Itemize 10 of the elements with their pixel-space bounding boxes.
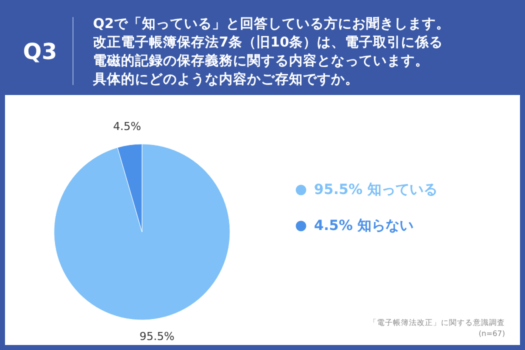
text: Q2で「知っている」と回答している方にお聞きします。 (93, 16, 450, 32)
chart-title: Q3 (22, 40, 58, 65)
legend-label: 4.5% 知らない (314, 218, 414, 234)
data-label: 4.5% (113, 120, 142, 134)
text: 具体的にどのような内容かご存知ですか。 (93, 72, 359, 88)
data-label: 95.5% (139, 330, 174, 343)
pie-slice (54, 144, 230, 320)
legend-label: 95.5% 知っている (314, 182, 438, 198)
text: 改正電子帳簿保存法7条（旧10条）は、電子取引に係る (93, 34, 444, 50)
text: 電磁的記録の保存義務に関する内容となっています。 (93, 53, 429, 69)
